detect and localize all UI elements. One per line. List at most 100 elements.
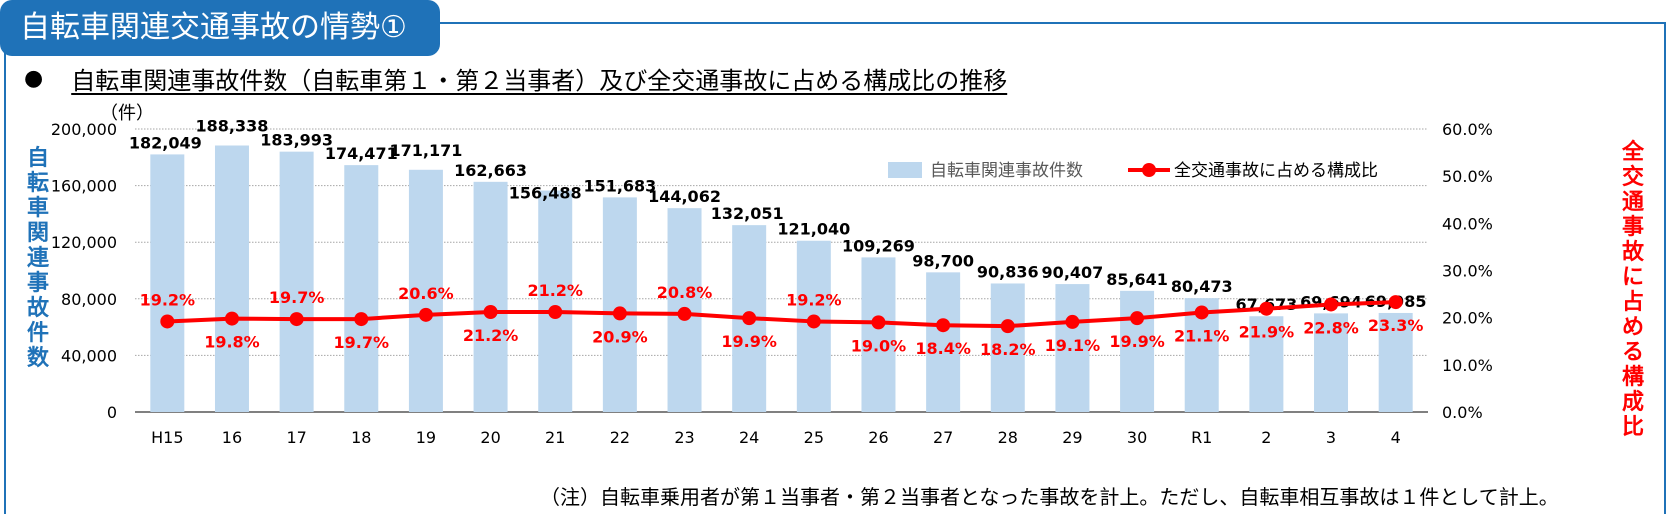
bar (408, 169, 443, 412)
bar-value-label: 121,040 (777, 220, 850, 239)
line-point (1130, 311, 1145, 326)
line-value-label: 21.1% (1174, 326, 1230, 345)
x-tick-label: 20 (480, 428, 500, 447)
line-value-label: 19.7% (334, 333, 390, 352)
bar (1314, 313, 1349, 412)
bar (1055, 284, 1090, 412)
bar-value-label: 174,471 (325, 144, 398, 163)
line-point (1194, 305, 1209, 320)
legend-bar-label: 自転車関連事故件数 (930, 161, 1083, 181)
line-value-label: 23.3% (1368, 316, 1424, 335)
bar (214, 145, 249, 413)
line-value-label: 19.2% (140, 290, 196, 309)
bar (538, 190, 573, 412)
legend-line-marker (1142, 163, 1156, 177)
line-point (1000, 319, 1015, 334)
x-tick-label: 23 (674, 428, 694, 447)
y-left-tick-label: 80,000 (61, 290, 117, 309)
bar-value-label: 85,641 (1106, 270, 1168, 289)
line-value-label: 19.1% (1045, 336, 1101, 355)
bar (1249, 316, 1284, 412)
line-point (1388, 295, 1403, 310)
line-value-label: 19.8% (204, 333, 260, 352)
x-tick-label: 27 (933, 428, 953, 447)
line-point (289, 312, 304, 327)
x-tick-label: 21 (545, 428, 565, 447)
line-value-label: 19.9% (721, 332, 777, 351)
y-right-tick-label: 60.0% (1442, 120, 1493, 139)
bullet-icon: ● (24, 65, 44, 91)
line-point (612, 306, 627, 321)
line-value-label: 21.2% (463, 326, 519, 345)
x-tick-label: 2 (1261, 428, 1271, 447)
x-tick-label: 18 (351, 428, 371, 447)
legend-line-label: 全交通事故に占める構成比 (1174, 161, 1378, 181)
x-tick-label: 30 (1127, 428, 1147, 447)
y-right-tick-label: 40.0% (1442, 214, 1493, 233)
line-point (742, 311, 757, 326)
page-title: 自転車関連交通事故の情勢① (0, 0, 440, 56)
bar (926, 272, 961, 412)
bar-value-label: 156,488 (509, 184, 582, 203)
bar-value-label: 90,836 (977, 262, 1039, 281)
bar (344, 165, 379, 412)
bar-value-label: 90,407 (1042, 263, 1104, 282)
y-left-unit: （件） (100, 103, 154, 124)
line-point (1259, 301, 1274, 316)
x-tick-label: R1 (1191, 428, 1212, 447)
bar (279, 151, 314, 412)
chart-subtitle: 自転車関連事故件数（自転車第１・第２当事者）及び全交通事故に占める構成比の推移 (71, 66, 1008, 95)
y-right-axis-title: 全交通事故に占める構成比 (1621, 140, 1644, 440)
subtitle-row: ● 自転車関連事故件数（自転車第１・第２当事者）及び全交通事故に占める構成比の推… (24, 62, 1008, 95)
line-value-label: 22.8% (1303, 318, 1359, 337)
line-point (354, 312, 369, 327)
y-left-axis-title: 自転車関連事故件数 (26, 146, 49, 371)
line-point (160, 314, 175, 329)
line-point (483, 305, 498, 320)
y-right-tick-label: 20.0% (1442, 309, 1493, 328)
bar-value-label: 182,049 (129, 133, 202, 152)
y-left-tick-label: 40,000 (61, 346, 117, 365)
line-point (548, 305, 563, 320)
bar (473, 181, 508, 412)
line-point (677, 306, 692, 321)
y-left-tick-label: 200,000 (51, 120, 117, 139)
series-line (167, 300, 1396, 329)
y-right-tick-label: 30.0% (1442, 262, 1493, 281)
bar-value-label: 151,683 (583, 176, 656, 195)
bar (150, 154, 185, 412)
x-tick-label: 22 (610, 428, 630, 447)
x-tick-label: 29 (1062, 428, 1082, 447)
line-value-label: 19.9% (1109, 332, 1165, 351)
line-value-label: 20.6% (398, 284, 454, 303)
line-value-label: 19.0% (851, 336, 907, 355)
footnote: （注）自転車乗用者が第１当事者・第２当事者となった事故を計上。ただし、自転車相互… (540, 485, 1559, 509)
x-tick-label: H15 (151, 428, 183, 447)
bar (861, 257, 896, 412)
bar-value-label: 80,473 (1171, 277, 1233, 296)
line-value-label: 20.9% (592, 327, 648, 346)
bar (1378, 312, 1413, 412)
bar-value-label: 162,663 (454, 161, 527, 180)
x-tick-label: 24 (739, 428, 759, 447)
bar (990, 283, 1025, 412)
line-point (418, 307, 433, 322)
line-point (1065, 314, 1080, 329)
bar-value-label: 98,700 (912, 251, 974, 270)
bar-value-label: 132,051 (711, 204, 784, 223)
x-tick-label: 17 (286, 428, 306, 447)
line-point (871, 315, 886, 330)
y-left-tick-label: 160,000 (51, 177, 117, 196)
line-point (806, 314, 821, 329)
bar (1120, 290, 1155, 412)
bar-value-label: 183,993 (260, 131, 333, 150)
bar (602, 197, 637, 412)
line-point (1324, 297, 1339, 312)
chart-frame (4, 22, 1666, 514)
y-right-tick-label: 0.0% (1442, 403, 1483, 422)
y-left-tick-label: 0 (107, 403, 117, 422)
line-point (224, 311, 239, 326)
x-tick-label: 19 (416, 428, 436, 447)
line-value-label: 21.9% (1239, 323, 1295, 342)
